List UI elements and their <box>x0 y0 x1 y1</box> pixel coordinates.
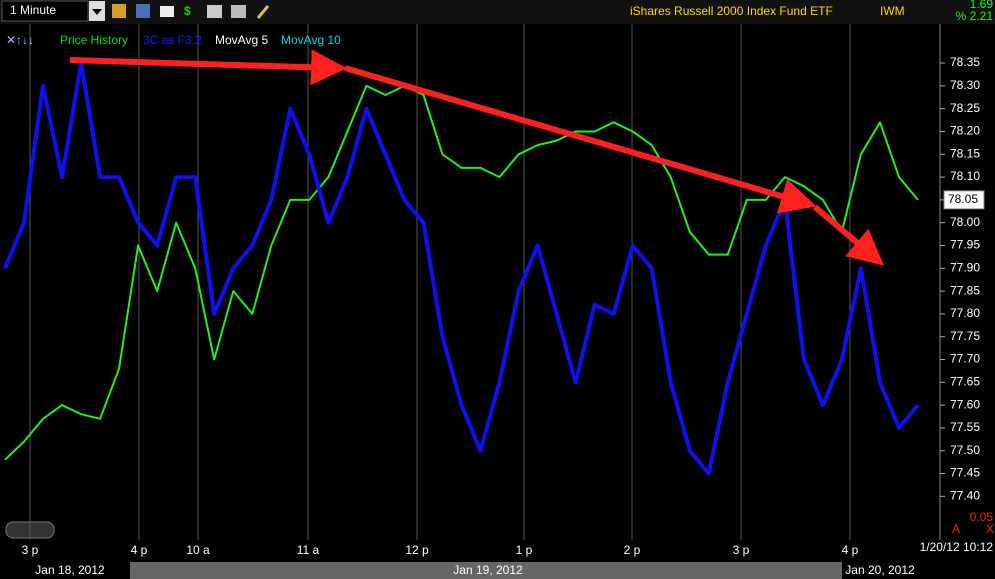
last-price-box <box>943 190 985 210</box>
y-tick-label: 78.30 <box>950 78 980 92</box>
legend-entry: Price History <box>60 33 128 47</box>
date-label: Jan 20, 2012 <box>845 563 915 577</box>
y-tick-label: 78.35 <box>950 55 980 69</box>
y-tick-label: 77.80 <box>950 306 980 320</box>
x-tick-label: 12 p <box>405 543 429 557</box>
y-tick-label: 78.25 <box>950 101 980 115</box>
save-icon[interactable] <box>136 4 150 18</box>
print-icon[interactable] <box>207 5 222 18</box>
lock-icon[interactable] <box>112 4 126 18</box>
interval-select[interactable] <box>1 0 89 22</box>
chart-title: iShares Russell 2000 Index Fund ETF <box>630 4 833 18</box>
x-tick-label: 4 p <box>131 543 148 557</box>
x-tick-label: 10 a <box>186 543 210 557</box>
x-tick-label: 1 p <box>516 543 533 557</box>
interval: 1 Minute <box>10 3 56 17</box>
legend-entry: MovAvg 5 <box>215 33 268 47</box>
y-tick-label: 77.40 <box>950 488 980 502</box>
y-tick-label: 78.20 <box>950 124 980 138</box>
x-tick-label: 3 p <box>22 543 39 557</box>
legend-controls: ✕↑↓↓ <box>6 33 34 47</box>
date-label: Jan 19, 2012 <box>453 563 523 577</box>
series-line <box>3 61 920 476</box>
x-tick-label: 2 p <box>624 543 641 557</box>
date-label: Jan 18, 2012 <box>35 563 105 577</box>
change: 1.69 <box>970 0 994 11</box>
x-tick-label: 11 a <box>297 543 320 557</box>
legend-entry: 3C as F3.2 <box>143 33 202 47</box>
y-tick-label: 77.70 <box>950 352 980 366</box>
corner-icon: X <box>986 522 994 536</box>
y-tick-label: 77.75 <box>950 329 980 343</box>
symbol: IWM <box>880 4 905 18</box>
y-tick-label: 77.90 <box>950 260 980 274</box>
y-tick-label: 77.65 <box>950 374 980 388</box>
dropdown-arrow <box>92 9 102 15</box>
mail-icon[interactable] <box>160 6 174 17</box>
y-tick-label: 78.10 <box>950 169 980 183</box>
dollar-icon[interactable]: $ <box>184 4 191 18</box>
last-price: 78.05 <box>948 192 978 206</box>
date-band <box>130 562 842 579</box>
annotation-arrow <box>813 204 885 266</box>
change-pct: % 2.21 <box>956 9 994 23</box>
y-tick-label: 77.45 <box>950 466 980 480</box>
table-icon[interactable] <box>231 5 246 18</box>
scale-step: 0.05 <box>970 510 994 524</box>
corner-icon: A <box>952 522 960 536</box>
y-tick-label: 77.85 <box>950 283 980 297</box>
y-tick-label: 77.60 <box>950 397 980 411</box>
time-axis <box>0 540 995 562</box>
annotation-arrow <box>69 49 347 86</box>
timestamp: 1/20/12 10:12 <box>920 540 994 554</box>
annotation-arrow <box>344 65 817 214</box>
y-tick-label: 77.50 <box>950 443 980 457</box>
y-tick-label: 78.15 <box>950 146 980 160</box>
pencil-icon[interactable] <box>256 5 270 19</box>
y-tick-label: 77.55 <box>950 420 980 434</box>
series-line <box>4 84 919 461</box>
legend-entry: MovAvg 10 <box>281 33 341 47</box>
x-tick-label: 3 p <box>733 543 750 557</box>
x-tick-label: 4 p <box>842 543 859 557</box>
y-tick-label: 77.95 <box>950 238 980 252</box>
y-tick-label: 78.00 <box>950 215 980 229</box>
